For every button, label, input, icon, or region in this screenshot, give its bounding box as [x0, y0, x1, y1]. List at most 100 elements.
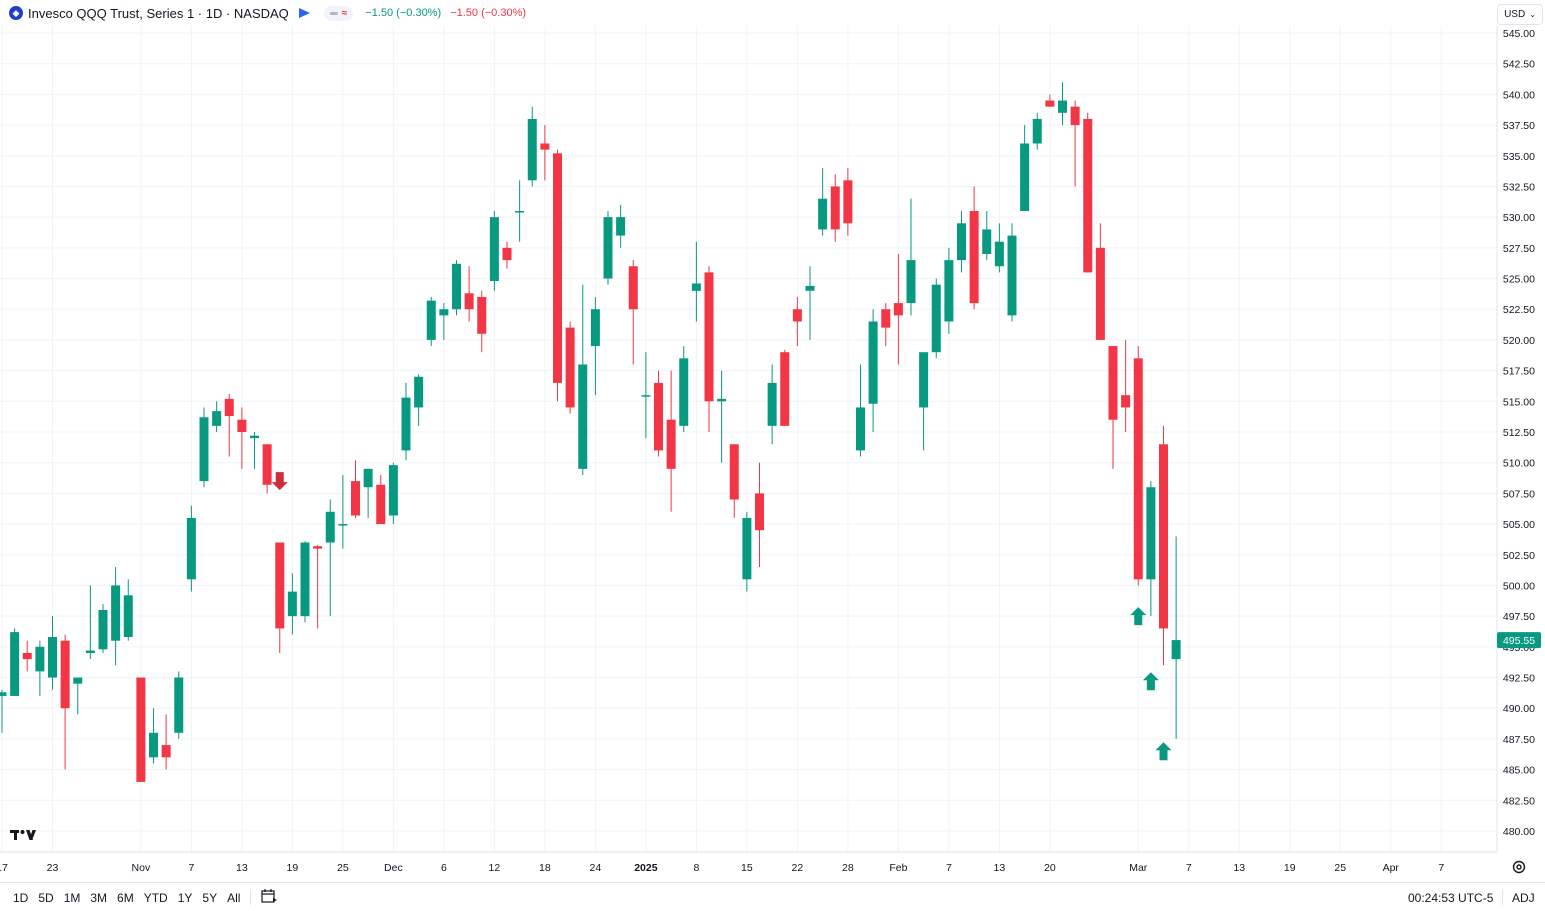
candle[interactable]	[388, 462, 398, 525]
candle[interactable]	[149, 708, 158, 764]
candle[interactable]	[224, 393, 234, 457]
candle[interactable]	[22, 640, 32, 672]
price-chart[interactable]: 545.00 542.50 540.00 537.50 535.00 532.50 530.…	[0, 0, 1545, 882]
candle[interactable]	[363, 468, 373, 518]
candle[interactable]	[161, 714, 171, 770]
candle[interactable]	[654, 370, 663, 457]
candle[interactable]	[780, 349, 790, 426]
range-button-6m[interactable]: 6M	[117, 891, 134, 905]
candle[interactable]	[1146, 481, 1156, 617]
candle[interactable]	[553, 149, 562, 402]
candle[interactable]	[376, 474, 386, 525]
candle[interactable]	[1020, 125, 1030, 212]
candle[interactable]	[1045, 94, 1055, 107]
candle[interactable]	[830, 174, 840, 242]
candle[interactable]	[881, 303, 891, 347]
candle[interactable]	[919, 352, 929, 451]
candle[interactable]	[1007, 223, 1017, 322]
candle[interactable]	[0, 689, 7, 733]
candle[interactable]	[515, 180, 525, 242]
candle[interactable]	[679, 346, 689, 432]
candle[interactable]	[565, 321, 575, 414]
candle[interactable]	[60, 634, 70, 770]
candle[interactable]	[111, 567, 121, 666]
flag-icon[interactable]	[298, 8, 310, 18]
candle[interactable]	[1058, 82, 1067, 126]
candle[interactable]	[628, 260, 638, 365]
candle[interactable]	[603, 211, 613, 285]
candle[interactable]	[48, 616, 57, 690]
range-button-1d[interactable]: 1D	[13, 891, 29, 905]
tradingview-logo[interactable]	[10, 828, 36, 846]
candle[interactable]	[489, 211, 499, 291]
candle[interactable]	[856, 364, 865, 457]
candle[interactable]	[1159, 425, 1168, 666]
candle[interactable]	[805, 266, 815, 340]
candle[interactable]	[906, 198, 916, 316]
candle[interactable]	[893, 253, 903, 365]
candle[interactable]	[186, 505, 196, 592]
candle[interactable]	[452, 260, 461, 316]
candle[interactable]	[616, 204, 626, 248]
candle[interactable]	[237, 407, 247, 469]
candle[interactable]	[73, 677, 83, 715]
candle[interactable]	[477, 290, 487, 353]
candle[interactable]	[98, 603, 108, 653]
candle[interactable]	[1108, 346, 1118, 469]
candle[interactable]	[401, 382, 411, 461]
candle[interactable]	[957, 211, 966, 273]
candle[interactable]	[136, 677, 146, 782]
candle[interactable]	[704, 266, 714, 432]
candle[interactable]	[540, 125, 550, 181]
candle[interactable]	[767, 364, 777, 445]
candle[interactable]	[313, 544, 323, 629]
candle[interactable]	[931, 278, 941, 359]
adj-toggle[interactable]: ADJ	[1512, 891, 1535, 905]
range-button-3m[interactable]: 3M	[90, 891, 108, 905]
candle[interactable]	[969, 186, 979, 310]
symbol-title[interactable]: Invesco QQQ Trust, Series 1 · 1D · NASDA…	[28, 5, 289, 21]
clock-timezone[interactable]: 00:24:53 UTC-5	[1408, 891, 1494, 905]
candle[interactable]	[792, 296, 802, 347]
candle[interactable]	[414, 374, 424, 426]
candle[interactable]	[250, 432, 259, 469]
candle[interactable]	[123, 579, 133, 641]
candle[interactable]	[641, 352, 651, 439]
candle[interactable]	[502, 241, 512, 269]
candle[interactable]	[1133, 346, 1143, 586]
candle[interactable]	[527, 106, 537, 187]
range-button-5y[interactable]: 5Y	[202, 891, 218, 905]
candle[interactable]	[300, 541, 310, 623]
candle[interactable]	[944, 247, 954, 334]
candle[interactable]	[35, 640, 45, 696]
candle[interactable]	[742, 511, 752, 592]
candle[interactable]	[1083, 112, 1093, 273]
candle[interactable]	[85, 585, 95, 660]
candle[interactable]	[1095, 223, 1105, 340]
status-pill[interactable]: ≈	[323, 5, 354, 21]
candle[interactable]	[287, 573, 297, 635]
candle[interactable]	[1032, 112, 1042, 150]
candle[interactable]	[868, 309, 878, 432]
candle[interactable]	[426, 296, 436, 347]
candle[interactable]	[578, 284, 588, 475]
candle[interactable]	[174, 671, 184, 739]
range-button-5d[interactable]: 5D	[38, 891, 54, 905]
range-button-1m[interactable]: 1M	[63, 891, 81, 905]
currency-select[interactable]: USD ⌄	[1497, 4, 1543, 25]
candle[interactable]	[275, 542, 285, 653]
candle[interactable]	[729, 444, 739, 518]
candle[interactable]	[666, 370, 676, 512]
candle[interactable]	[717, 370, 727, 463]
candle[interactable]	[262, 444, 272, 494]
candle[interactable]	[818, 168, 828, 236]
candle[interactable]	[982, 211, 992, 261]
range-button-all[interactable]: All	[227, 891, 241, 905]
candle[interactable]	[10, 628, 20, 696]
candle[interactable]	[338, 474, 348, 549]
candle[interactable]	[691, 241, 701, 322]
candle[interactable]	[1171, 536, 1181, 739]
candle[interactable]	[1070, 100, 1080, 187]
candle[interactable]	[199, 407, 209, 488]
gear-icon[interactable]	[1511, 859, 1527, 875]
